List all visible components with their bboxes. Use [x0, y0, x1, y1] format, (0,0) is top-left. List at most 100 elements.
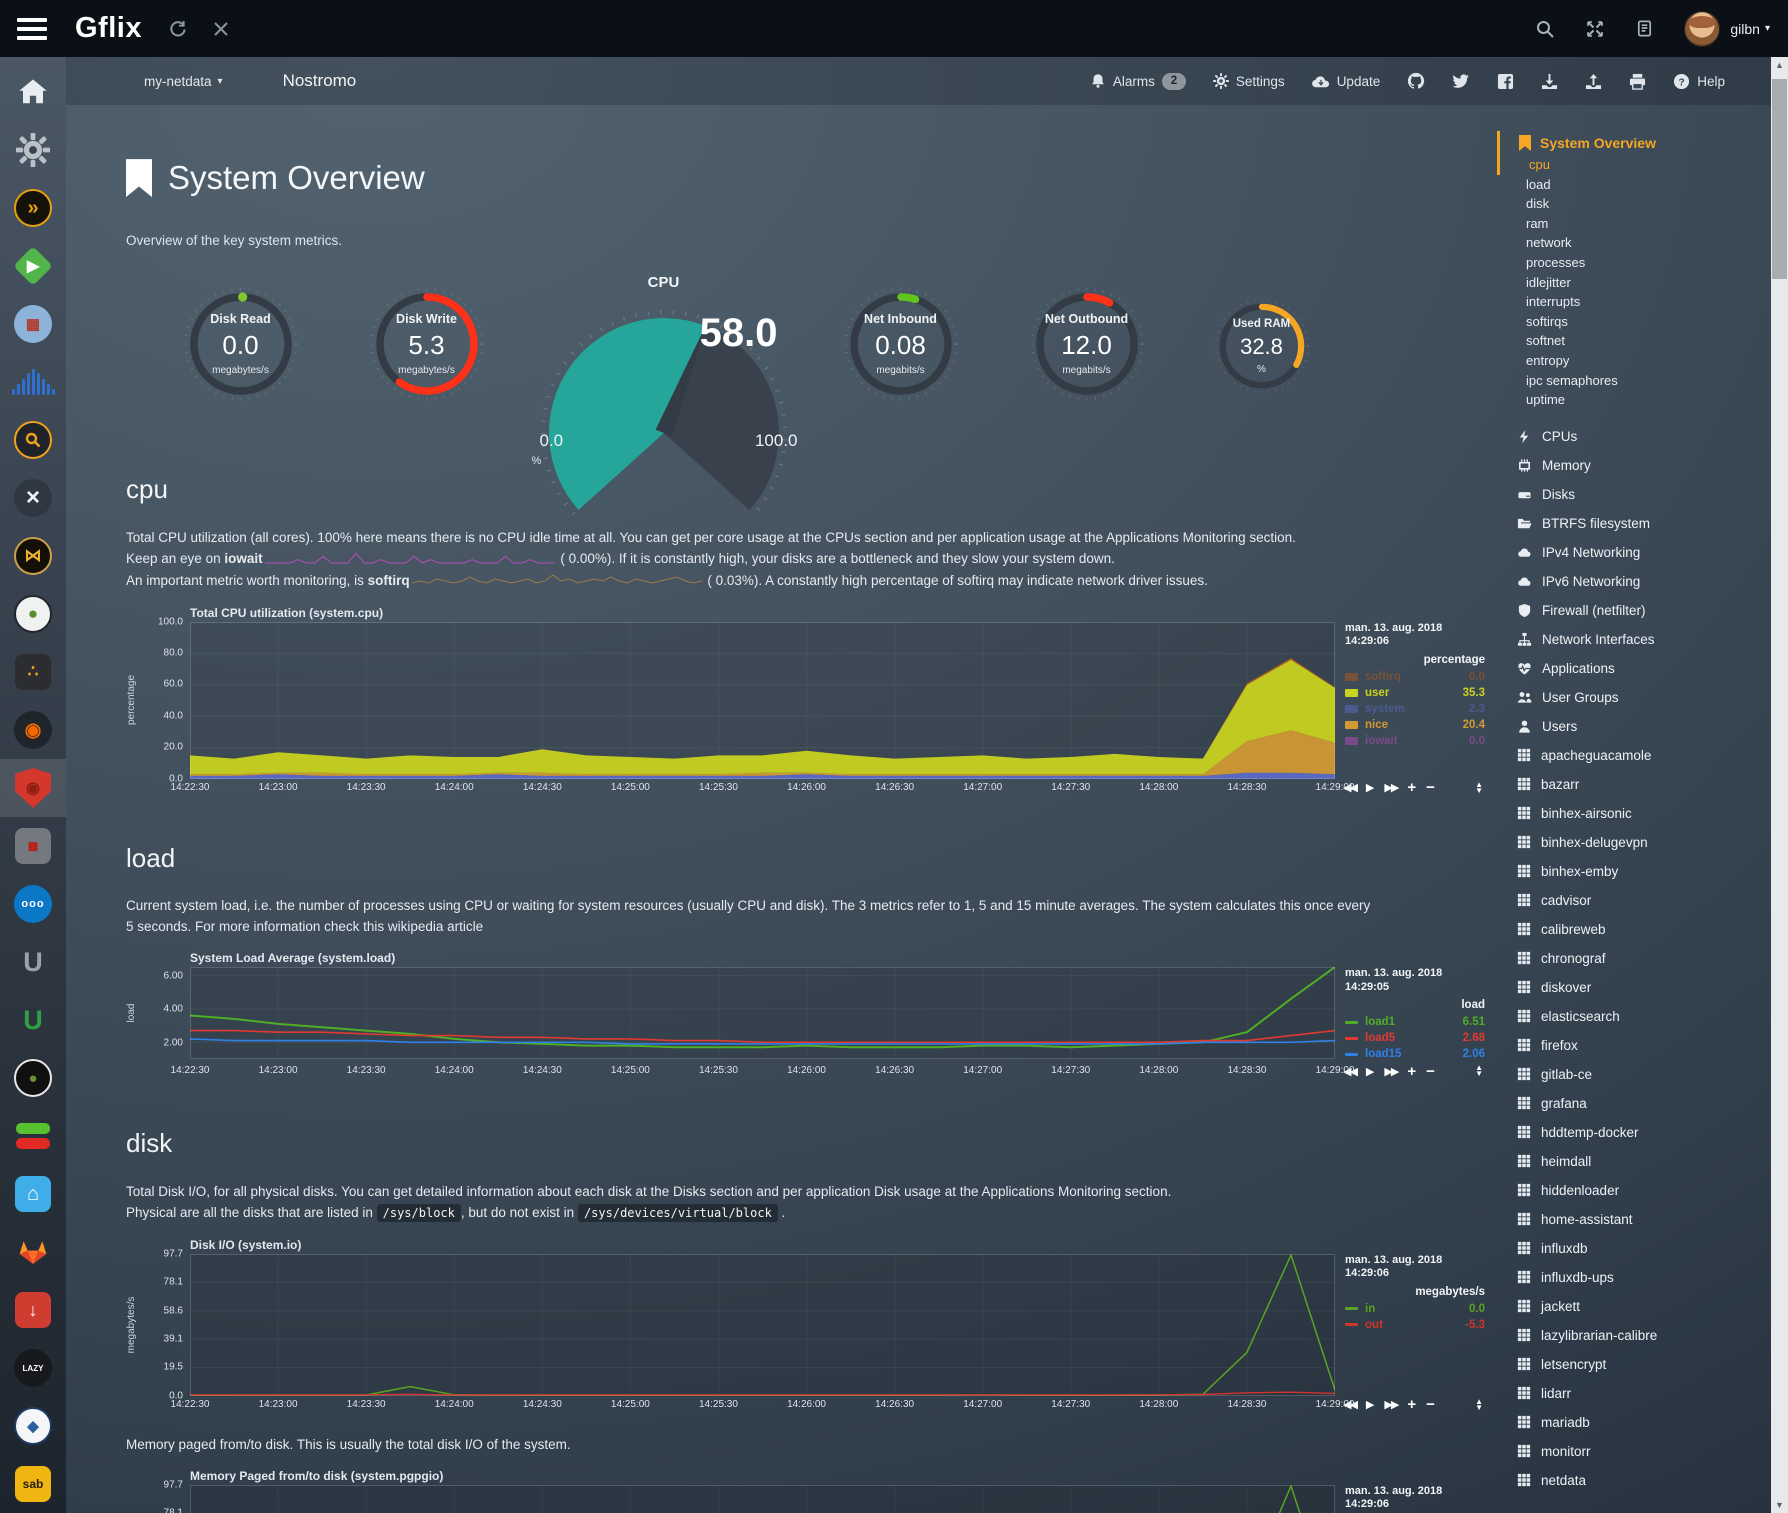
- sidebar-item-uptime[interactable]: uptime: [1526, 392, 1566, 408]
- sidebar-section-firewall-netfilter-[interactable]: Firewall (netfilter): [1497, 596, 1771, 625]
- sidebar-item-load[interactable]: load: [1526, 176, 1551, 192]
- sidebar-app-bazarr[interactable]: bazarr: [1497, 770, 1771, 799]
- cpu-plot-area[interactable]: [190, 621, 1335, 779]
- sidebar-app-mariadb[interactable]: mariadb: [1497, 1408, 1771, 1437]
- update-button[interactable]: Update: [1311, 74, 1380, 89]
- play-button[interactable]: ▶: [1365, 1399, 1375, 1412]
- github-button[interactable]: [1407, 72, 1425, 90]
- zoom-out-button[interactable]: −: [1426, 779, 1435, 797]
- page-scrollbar[interactable]: ▲ ▼: [1771, 57, 1788, 1513]
- sidebar-app-influxdb[interactable]: influxdb: [1497, 1234, 1771, 1263]
- chart-resize-handle[interactable]: ▲ ▼: [1475, 1396, 1483, 1412]
- sidebar-section-memory[interactable]: Memory: [1497, 451, 1771, 480]
- sidebar-item-processes[interactable]: processes: [1526, 254, 1586, 270]
- my-netdata-menu[interactable]: my-netdata ▾: [144, 73, 223, 89]
- chart-resize-handle[interactable]: ▲ ▼: [1475, 779, 1483, 795]
- disk-read-gauge[interactable]: Disk Read 0.0 megabytes/s: [166, 274, 316, 404]
- sidebar-section-network-interfaces[interactable]: Network Interfaces: [1497, 625, 1771, 654]
- load-plot-area[interactable]: [190, 967, 1335, 1060]
- sidebar-section-ipv4-networking[interactable]: IPv4 Networking: [1497, 538, 1771, 567]
- net-outbound-gauge[interactable]: Net Outbound 12.0 megabits/s: [1012, 274, 1162, 404]
- sidebar-app-cadvisor[interactable]: cadvisor: [1497, 886, 1771, 915]
- legend-row-in[interactable]: in 0.0: [1345, 1301, 1485, 1317]
- legend-row-system[interactable]: system 2.3: [1345, 701, 1485, 717]
- sidebar-app-apacheguacamole[interactable]: apacheguacamole: [1497, 741, 1771, 770]
- pan-forward-button[interactable]: ▶▶: [1384, 782, 1399, 795]
- chart-resize-handle[interactable]: ▲ ▼: [1475, 1063, 1483, 1079]
- rail-item-home-assistant[interactable]: ⌂: [0, 1165, 66, 1223]
- sidebar-app-lazylibrarian-calibre[interactable]: lazylibrarian-calibre: [1497, 1321, 1771, 1350]
- disk-plot-area[interactable]: [190, 1253, 1335, 1396]
- sidebar-section-btrfs-filesystem[interactable]: BTRFS filesystem: [1497, 509, 1771, 538]
- sidebar-app-home-assistant[interactable]: home-assistant: [1497, 1205, 1771, 1234]
- legend-row-iowait[interactable]: iowait 0.0: [1345, 733, 1485, 749]
- sidebar-item-idlejitter[interactable]: idlejitter: [1526, 274, 1571, 290]
- help-button[interactable]: ? Help: [1673, 73, 1725, 90]
- sidebar-app-diskover[interactable]: diskover: [1497, 973, 1771, 1002]
- rail-item-emby[interactable]: ▶: [0, 237, 66, 295]
- sidebar-app-elasticsearch[interactable]: elasticsearch: [1497, 1002, 1771, 1031]
- legend-row-load5[interactable]: load5 2.68: [1345, 1030, 1485, 1046]
- rail-item-sound-wave[interactable]: [0, 353, 66, 411]
- disk-write-gauge[interactable]: Disk Write 5.3 megabytes/s: [352, 274, 502, 404]
- scrollbar-down-arrow[interactable]: ▼: [1775, 1500, 1784, 1510]
- used-ram-gauge[interactable]: Used RAM 32.8 %: [1198, 274, 1326, 396]
- sidebar-item-interrupts[interactable]: interrupts: [1526, 294, 1581, 310]
- sidebar-app-binhex-airsonic[interactable]: binhex-airsonic: [1497, 799, 1771, 828]
- pan-backward-button[interactable]: ◀◀: [1343, 782, 1358, 795]
- rail-item-lazylibrarian[interactable]: LAZY: [0, 1339, 66, 1397]
- sidebar-item-ram[interactable]: ram: [1526, 215, 1549, 231]
- user-menu[interactable]: gilbn ▾: [1730, 20, 1770, 37]
- pan-backward-button[interactable]: ◀◀: [1343, 1065, 1358, 1078]
- legend-row-load15[interactable]: load15 2.06: [1345, 1046, 1485, 1062]
- rail-item-ubooquity[interactable]: U: [23, 946, 43, 977]
- import-config-button[interactable]: [1585, 73, 1602, 90]
- sidebar-item-disk[interactable]: disk: [1526, 196, 1550, 212]
- sidebar-app-letsencrypt[interactable]: letsencrypt: [1497, 1350, 1771, 1379]
- legend-row-out[interactable]: out -5.3: [1345, 1317, 1485, 1333]
- sidebar-app-netdata[interactable]: netdata: [1497, 1466, 1771, 1495]
- sidebar-section-disks[interactable]: Disks: [1497, 480, 1771, 509]
- zoom-in-button[interactable]: +: [1407, 1062, 1417, 1080]
- rail-item-grafana[interactable]: ◉: [0, 701, 66, 759]
- sidebar-section-system-overview[interactable]: System Overview: [1500, 131, 1771, 155]
- close-tab-icon[interactable]: [213, 21, 229, 37]
- pan-forward-button[interactable]: ▶▶: [1384, 1399, 1399, 1412]
- zoom-in-button[interactable]: +: [1407, 1396, 1417, 1414]
- zoom-in-button[interactable]: +: [1407, 779, 1417, 797]
- settings-button[interactable]: Settings: [1212, 73, 1285, 89]
- cpu-gauge[interactable]: CPU 58.0 0.0 % 100.0: [532, 274, 798, 516]
- rail-item-letsencrypt[interactable]: ◆: [0, 1397, 66, 1455]
- sidebar-app-gitlab-ce[interactable]: gitlab-ce: [1497, 1060, 1771, 1089]
- rail-item-bowtie[interactable]: ⋈: [0, 527, 66, 585]
- sidebar-app-firefox[interactable]: firefox: [1497, 1031, 1771, 1060]
- rail-item-netdata-shield[interactable]: ◉: [0, 759, 66, 817]
- print-button[interactable]: [1629, 73, 1646, 90]
- twitter-button[interactable]: [1452, 73, 1470, 89]
- legend-row-user[interactable]: user 35.3: [1345, 685, 1485, 701]
- rail-item-status-pills[interactable]: [0, 1107, 66, 1165]
- rail-item-plex[interactable]: »: [0, 179, 66, 237]
- sidebar-item-softirqs[interactable]: softirqs: [1526, 313, 1568, 329]
- sidebar-item-softnet[interactable]: softnet: [1526, 333, 1566, 349]
- rail-item-projector[interactable]: ▦: [0, 295, 66, 353]
- pan-backward-button[interactable]: ◀◀: [1343, 1399, 1358, 1412]
- sidebar-app-hiddenloader[interactable]: hiddenloader: [1497, 1176, 1771, 1205]
- hamburger-menu-icon[interactable]: [17, 17, 47, 40]
- sidebar-app-monitorr[interactable]: monitorr: [1497, 1437, 1771, 1466]
- sidebar-app-lidarr[interactable]: lidarr: [1497, 1379, 1771, 1408]
- search-icon[interactable]: [1535, 19, 1555, 39]
- net-inbound-gauge[interactable]: Net Inbound 0.08 megabits/s: [826, 274, 976, 404]
- rail-item-gear[interactable]: [0, 121, 66, 179]
- rail-item-downloader[interactable]: ↓: [0, 1281, 66, 1339]
- export-config-button[interactable]: [1541, 73, 1558, 90]
- sidebar-app-binhex-delugevpn[interactable]: binhex-delugevpn: [1497, 828, 1771, 857]
- sidebar-item-cpu[interactable]: cpu: [1529, 157, 1550, 172]
- rail-item-green-u[interactable]: U: [23, 1004, 43, 1035]
- rail-item-sabnzbd[interactable]: sab: [0, 1455, 66, 1513]
- user-avatar[interactable]: [1684, 10, 1721, 47]
- sidebar-app-chronograf[interactable]: chronograf: [1497, 944, 1771, 973]
- sidebar-item-entropy[interactable]: entropy: [1526, 352, 1570, 368]
- rail-item-nextcloud[interactable]: ooo: [0, 875, 66, 933]
- sidebar-app-hddtemp-docker[interactable]: hddtemp-docker: [1497, 1118, 1771, 1147]
